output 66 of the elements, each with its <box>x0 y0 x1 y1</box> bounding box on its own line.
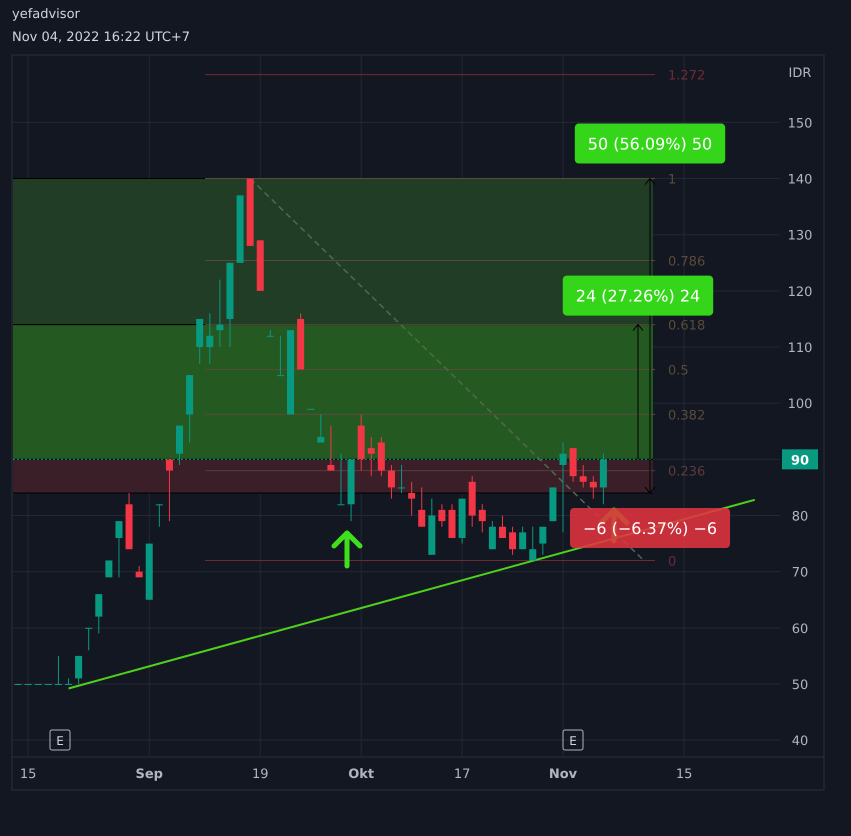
annotation: 1 <box>668 172 676 188</box>
x-tick-label: 17 <box>454 767 470 782</box>
candlestick <box>166 458 173 522</box>
x-tick-label: Sep <box>135 767 163 782</box>
y-tick-label: 40 <box>792 734 808 750</box>
candlestick <box>580 464 587 488</box>
annotation: E <box>569 734 577 748</box>
y-tick-label: 60 <box>792 622 808 637</box>
candlestick <box>388 464 395 500</box>
candlestick <box>115 520 122 578</box>
x-tick-label: 15 <box>20 767 36 782</box>
annotation: −6 (−6.37%) −6 <box>582 519 718 538</box>
annotation: 0.236 <box>668 464 706 480</box>
candlestick <box>206 312 214 364</box>
y-tick-label: 140 <box>788 172 812 188</box>
annotation: 0.618 <box>668 318 706 334</box>
annotation: 0.786 <box>668 254 706 270</box>
candlestick <box>85 627 92 651</box>
candlestick <box>105 560 112 578</box>
candlestick <box>519 526 526 550</box>
x-tick-label: 19 <box>252 767 269 782</box>
candlestick <box>418 486 426 528</box>
y-tick-label: 100 <box>788 397 812 412</box>
y-tick-label: 50 <box>792 678 808 693</box>
y-tick-label: 80 <box>792 510 808 525</box>
x-tick-label: Okt <box>348 767 374 782</box>
x-tick-label: 15 <box>676 767 692 782</box>
candlestick <box>65 678 72 685</box>
annotation: E <box>56 734 64 748</box>
y-tick-label: 120 <box>788 284 812 300</box>
x-tick-label: Nov <box>548 767 578 782</box>
y-tick-label: 110 <box>788 341 812 356</box>
annotation: 50 (56.09%) 50 <box>588 134 712 154</box>
candlestick <box>95 594 102 634</box>
y-tick-label: 130 <box>788 228 812 244</box>
candlestick <box>498 515 506 538</box>
candlestick <box>438 504 446 528</box>
candlestick <box>408 481 416 516</box>
annotation: 0.5 <box>668 363 689 378</box>
candlestick <box>136 566 143 578</box>
candlestick <box>539 526 546 556</box>
candlestick <box>156 504 163 528</box>
y-tick-label: 90 <box>790 453 810 468</box>
candlestick <box>327 425 334 472</box>
candlestick <box>266 330 274 337</box>
candlestick <box>529 526 536 561</box>
candlestick <box>54 655 62 685</box>
annotation: 0 <box>668 554 676 570</box>
y-tick-label: 70 <box>792 566 808 581</box>
chart-subtitle: Nov 04, 2022 16:22 UTC+7 <box>12 30 190 45</box>
candlestick <box>75 655 82 684</box>
annotation: 1.272 <box>668 68 706 84</box>
candlestick <box>276 335 284 376</box>
candlestick <box>368 436 375 477</box>
candlestick <box>398 464 406 494</box>
annotation: 24 (27.26%) 24 <box>576 286 700 306</box>
y-tick-label: 150 <box>788 116 812 132</box>
candlestick <box>478 504 486 533</box>
candlestick <box>317 414 324 444</box>
candlestick <box>509 526 516 556</box>
y-axis-title: IDR <box>788 66 812 81</box>
candlestick <box>590 476 597 500</box>
chart-title: yefadvisor <box>12 7 81 22</box>
candlestick <box>216 279 224 348</box>
candlestick <box>488 520 496 550</box>
annotation: 0.382 <box>668 408 706 424</box>
